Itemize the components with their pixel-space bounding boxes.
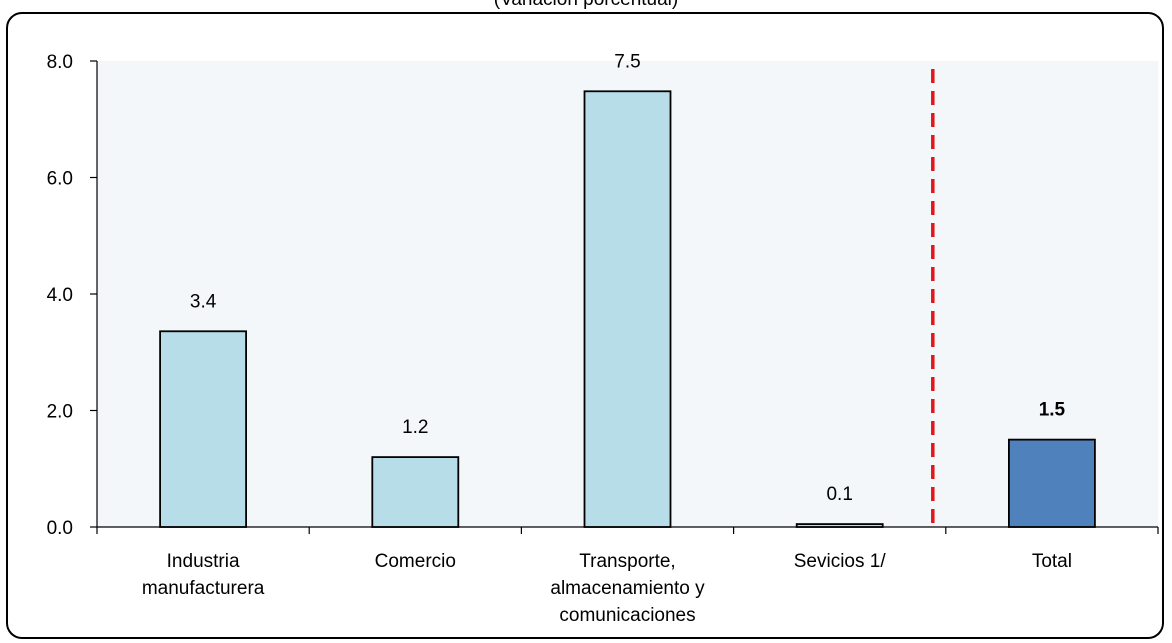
y-axis: 0.0 2.0 4.0 6.0 8.0 (47, 52, 98, 539)
data-labels-group: 3.4 1.2 7.5 0.1 1.5 (190, 51, 1066, 505)
bar (159, 330, 248, 528)
chart-frame (6, 12, 1164, 639)
data-label: 1.2 (402, 417, 428, 438)
x-tick-label: Industria manufacturera (142, 551, 265, 599)
chart-subtitle: (Variación porcentual) (0, 0, 1172, 11)
bar (371, 456, 460, 528)
x-tick-label: Transporte, almacenamiento y comunicacione… (550, 551, 705, 626)
bar (583, 90, 672, 528)
y-tick-label: 2.0 (47, 402, 73, 423)
data-label: 3.4 (190, 291, 217, 312)
bar (1008, 438, 1096, 528)
y-tick-label: 0.0 (47, 518, 73, 539)
x-tick-label: Sevicios 1/ (794, 551, 887, 572)
x-tick-label: Total (1032, 551, 1072, 572)
data-label: 1.5 (1039, 400, 1066, 421)
y-tick-label: 6.0 (47, 169, 73, 190)
x-tick-label: Comercio (375, 551, 456, 572)
bar (795, 523, 884, 528)
data-label: 7.5 (614, 51, 640, 72)
data-label: 0.1 (826, 484, 852, 505)
bars-group (159, 90, 1096, 528)
y-tick-label: 8.0 (47, 52, 73, 73)
y-tick-label: 4.0 (47, 285, 73, 306)
x-axis: Industria manufacturera Comercio Transporte… (96, 526, 1159, 626)
